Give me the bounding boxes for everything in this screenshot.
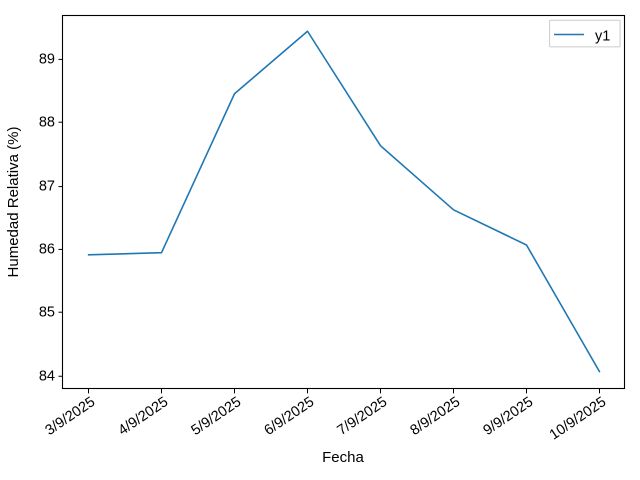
svg-text:Fecha: Fecha bbox=[322, 449, 364, 466]
svg-text:88: 88 bbox=[39, 114, 55, 130]
svg-text:7/9/2025: 7/9/2025 bbox=[334, 394, 390, 439]
svg-text:8/9/2025: 8/9/2025 bbox=[407, 394, 463, 439]
svg-text:86: 86 bbox=[39, 242, 55, 258]
svg-text:89: 89 bbox=[39, 52, 55, 68]
svg-text:10/9/2025: 10/9/2025 bbox=[547, 394, 609, 443]
svg-text:3/9/2025: 3/9/2025 bbox=[42, 394, 98, 439]
svg-text:6/9/2025: 6/9/2025 bbox=[261, 394, 317, 439]
svg-text:85: 85 bbox=[39, 304, 55, 320]
svg-text:84: 84 bbox=[39, 368, 55, 384]
svg-text:4/9/2025: 4/9/2025 bbox=[115, 394, 171, 439]
svg-text:5/9/2025: 5/9/2025 bbox=[188, 394, 244, 439]
svg-text:y1: y1 bbox=[595, 29, 610, 45]
svg-text:9/9/2025: 9/9/2025 bbox=[480, 394, 536, 439]
svg-text:Humedad Relativa (%): Humedad Relativa (%) bbox=[5, 127, 22, 278]
svg-text:87: 87 bbox=[39, 179, 55, 195]
